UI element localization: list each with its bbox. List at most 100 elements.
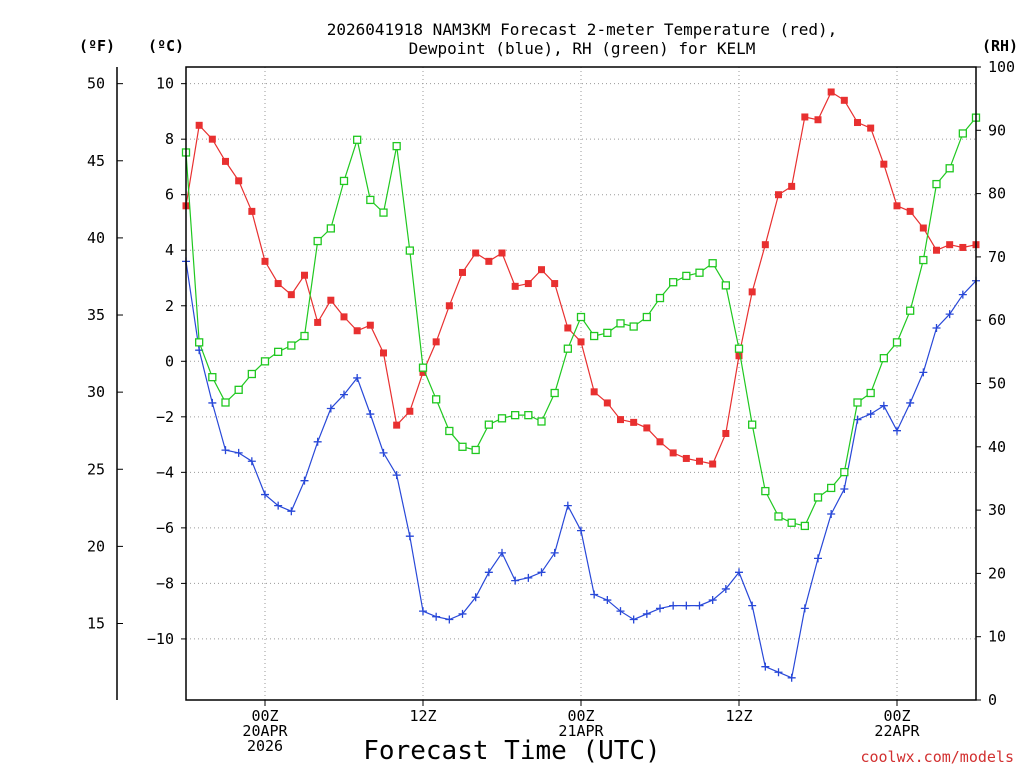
data-point xyxy=(419,368,427,376)
celsius-tick-label: 6 xyxy=(165,186,174,204)
data-point xyxy=(761,241,769,249)
data-point xyxy=(867,124,875,132)
x-tick-label: 00Z xyxy=(251,707,278,725)
data-point xyxy=(511,410,520,420)
x-axis-title: Forecast Time (UTC) xyxy=(363,736,660,766)
fahrenheit-axis-unit: (ºF) xyxy=(79,37,115,55)
data-point xyxy=(235,177,243,185)
data-point xyxy=(906,207,914,215)
data-point xyxy=(524,573,533,582)
data-point xyxy=(682,454,690,462)
celsius-tick-label: −8 xyxy=(156,574,174,592)
fahrenheit-tick-label: 50 xyxy=(87,75,105,93)
data-point xyxy=(893,202,901,210)
data-point xyxy=(221,398,230,407)
data-point xyxy=(774,512,783,521)
data-point xyxy=(472,249,480,257)
data-point xyxy=(405,246,414,255)
data-point xyxy=(432,395,441,404)
celsius-tick-label: 10 xyxy=(156,75,174,93)
data-point xyxy=(840,96,848,104)
data-point xyxy=(695,601,704,610)
fahrenheit-tick-label: 30 xyxy=(87,383,105,401)
data-point xyxy=(734,344,744,353)
data-point xyxy=(590,331,599,341)
data-point xyxy=(497,414,507,423)
x-tick-label: 12Z xyxy=(725,707,752,725)
data-point xyxy=(866,388,875,398)
data-point xyxy=(247,369,256,379)
series-line xyxy=(185,117,977,527)
data-point xyxy=(300,476,309,485)
data-point xyxy=(484,568,493,577)
data-point xyxy=(313,236,322,246)
data-point xyxy=(669,601,678,610)
rh-tick-label: 70 xyxy=(988,248,1006,266)
data-point xyxy=(617,416,624,424)
celsius-axis: 10 8 6 4 2 0 −2 −4 −6 −8 −10 xyxy=(147,75,186,648)
data-series xyxy=(181,88,981,682)
data-point xyxy=(853,398,862,407)
data-point xyxy=(958,290,967,299)
grid-lines xyxy=(186,67,976,700)
data-point xyxy=(339,176,349,186)
data-point xyxy=(392,471,401,480)
data-point xyxy=(234,448,243,457)
data-point xyxy=(945,164,954,173)
data-point xyxy=(735,352,743,360)
data-point xyxy=(405,532,414,541)
data-point xyxy=(642,609,651,618)
data-point xyxy=(419,607,427,616)
data-point xyxy=(563,344,572,353)
rh-tick-label: 90 xyxy=(988,121,1006,139)
data-point xyxy=(813,493,823,502)
data-point xyxy=(708,259,717,268)
data-point xyxy=(195,121,203,129)
data-point xyxy=(498,548,506,557)
data-point xyxy=(313,437,322,446)
rh-axis-unit: (RH) xyxy=(982,37,1018,55)
data-point xyxy=(761,662,770,671)
data-point xyxy=(932,323,941,332)
data-point xyxy=(590,590,599,599)
data-point xyxy=(432,338,440,346)
data-point xyxy=(511,576,520,585)
data-point xyxy=(551,280,559,288)
series-temperature xyxy=(182,88,980,468)
data-point xyxy=(538,266,545,274)
data-point xyxy=(287,341,296,350)
data-point xyxy=(577,526,585,535)
data-point xyxy=(827,88,835,96)
data-point xyxy=(893,426,901,435)
data-point xyxy=(722,429,730,437)
data-point xyxy=(919,368,928,377)
data-point xyxy=(550,388,559,398)
data-point xyxy=(959,243,967,251)
data-point xyxy=(260,357,270,366)
data-point xyxy=(827,483,836,493)
data-point xyxy=(393,421,401,429)
data-point xyxy=(946,241,954,249)
data-point xyxy=(248,207,256,215)
data-point xyxy=(458,442,467,451)
data-point xyxy=(933,246,940,254)
data-point xyxy=(906,306,915,315)
data-point xyxy=(643,424,651,432)
data-point xyxy=(471,593,480,602)
data-point xyxy=(208,373,217,382)
data-point xyxy=(721,584,730,593)
data-point xyxy=(800,604,809,613)
data-point xyxy=(932,179,941,189)
data-point xyxy=(563,501,572,510)
data-point xyxy=(748,420,757,429)
celsius-tick-label: 0 xyxy=(165,352,174,370)
data-point xyxy=(524,410,533,420)
data-point xyxy=(708,596,717,605)
data-point xyxy=(603,596,612,605)
data-point xyxy=(906,398,915,407)
data-point xyxy=(866,410,875,419)
data-point xyxy=(945,310,954,319)
data-point xyxy=(721,281,730,290)
data-point xyxy=(919,255,928,265)
data-point xyxy=(392,141,401,151)
